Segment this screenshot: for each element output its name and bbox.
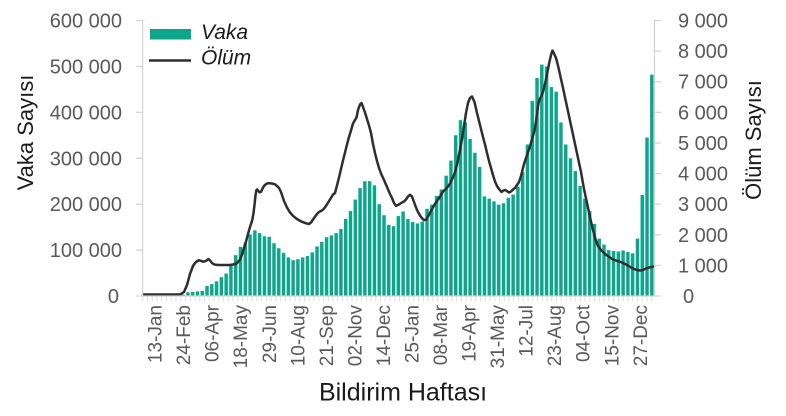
svg-text:02-Nov: 02-Nov [345,305,366,367]
svg-text:300 000: 300 000 [50,148,122,170]
svg-text:27-Dec: 27-Dec [631,305,652,366]
svg-text:1 000: 1 000 [678,255,728,277]
svg-text:25-Jan: 25-Jan [402,305,423,363]
svg-text:400 000: 400 000 [50,102,122,124]
svg-text:Ölüm Sayısı: Ölüm Sayısı [741,80,766,200]
svg-text:14-Dec: 14-Dec [374,305,395,366]
svg-text:200 000: 200 000 [50,194,122,216]
svg-text:12-Jul: 12-Jul [517,305,538,357]
svg-text:Vaka: Vaka [201,21,248,44]
svg-text:Bildirim Haftası: Bildirim Haftası [319,379,487,407]
svg-text:24-Feb: 24-Feb [174,305,195,365]
svg-text:5 000: 5 000 [678,133,728,155]
svg-text:8 000: 8 000 [678,41,728,63]
svg-text:04-Oct: 04-Oct [574,304,595,362]
svg-text:15-Nov: 15-Nov [602,305,623,367]
svg-text:29-Jun: 29-Jun [260,305,281,363]
svg-text:08-Mar: 08-Mar [431,304,452,365]
svg-text:600 000: 600 000 [50,11,122,33]
svg-text:7 000: 7 000 [678,72,728,94]
svg-text:23-Aug: 23-Aug [545,305,566,366]
svg-text:100 000: 100 000 [50,240,122,262]
svg-text:10-Aug: 10-Aug [288,305,309,366]
svg-text:6 000: 6 000 [678,102,728,124]
svg-text:4 000: 4 000 [678,164,728,186]
svg-text:13-Jan: 13-Jan [146,305,167,363]
svg-text:Vaka Sayısı: Vaka Sayısı [13,75,38,191]
svg-text:21-Sep: 21-Sep [317,305,338,366]
svg-text:3 000: 3 000 [678,194,728,216]
svg-text:9 000: 9 000 [678,11,728,33]
svg-text:06-Apr: 06-Apr [203,304,224,362]
svg-text:0: 0 [108,286,119,308]
svg-text:2 000: 2 000 [678,225,728,247]
svg-text:0: 0 [683,286,694,308]
svg-text:Ölüm: Ölüm [201,47,251,70]
svg-text:31-May: 31-May [488,305,509,369]
svg-text:500 000: 500 000 [50,56,122,78]
svg-text:18-May: 18-May [231,305,252,369]
svg-text:19-Apr: 19-Apr [460,304,481,362]
